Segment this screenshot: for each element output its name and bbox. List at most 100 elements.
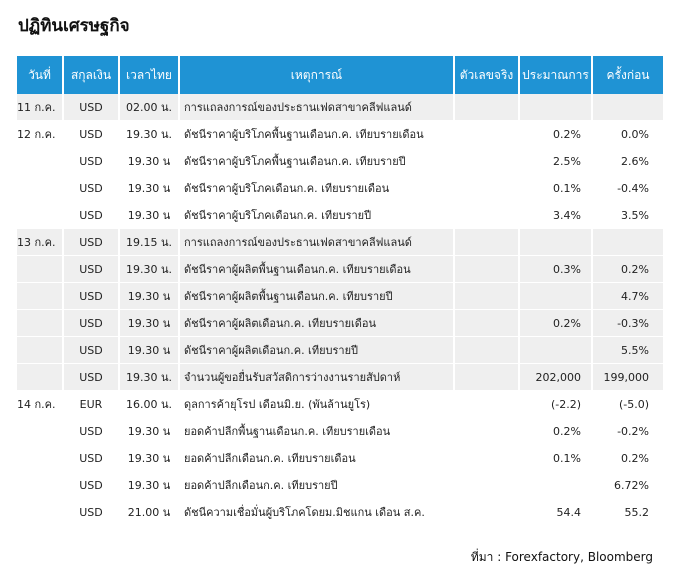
cell-forecast: 0.1% bbox=[520, 445, 593, 472]
column-header-previous: ครั้งก่อน bbox=[593, 56, 663, 94]
cell-forecast: 0.1% bbox=[520, 175, 593, 202]
cell-event: ดัชนีราคาผู้บริโภคพื้นฐานเดือนก.ค. เทียบ… bbox=[180, 121, 455, 148]
cell-event: การแถลงการณ์ของประธานเฟดสาขาคลีฟแลนด์ bbox=[180, 94, 455, 121]
cell-previous: 3.5% bbox=[593, 202, 663, 229]
cell-forecast: 0.3% bbox=[520, 256, 593, 283]
cell-previous: 0.2% bbox=[593, 256, 663, 283]
cell-event: ดัชนีราคาผู้ผลิตเดือนก.ค. เทียบรายปี bbox=[180, 337, 455, 364]
cell-time: 19.15 น. bbox=[120, 229, 180, 256]
table-row: USD 19.30 นดัชนีราคาผู้บริโภคพื้นฐานเดือน… bbox=[17, 148, 663, 175]
cell-currency: USD bbox=[64, 121, 120, 148]
cell-currency: USD bbox=[64, 256, 120, 283]
cell-time: 19.30 น bbox=[120, 175, 180, 202]
column-header-event: เหตุการณ์ bbox=[180, 56, 455, 94]
cell-event: ยอดค้าปลีกเดือนก.ค. เทียบรายเดือน bbox=[180, 445, 455, 472]
cell-date bbox=[17, 364, 64, 391]
cell-currency: USD bbox=[64, 499, 120, 526]
cell-currency: USD bbox=[64, 175, 120, 202]
table-row: 11 ก.ค. USD 02.00 น. การแถลงการณ์ของประธานเ… bbox=[17, 94, 663, 121]
cell-currency: USD bbox=[64, 364, 120, 391]
cell-currency: USD bbox=[64, 337, 120, 364]
table-row: USD 21.00 นดัชนีความเชื่อมั่นผู้บริโภคโดย… bbox=[17, 499, 663, 526]
cell-date bbox=[17, 310, 64, 337]
cell-actual bbox=[455, 499, 520, 526]
cell-event: ดุลการค้ายุโรป เดือนมิ.ย. (พันล้านยูโร) bbox=[180, 391, 455, 418]
cell-time: 19.30 น. bbox=[120, 364, 180, 391]
table-row: USD 19.30 นดัชนีราคาผู้บริโภคเดือนก.ค. เท… bbox=[17, 202, 663, 229]
cell-event: ดัชนีราคาผู้ผลิตพื้นฐานเดือนก.ค. เทียบรา… bbox=[180, 256, 455, 283]
column-header-currency: สกุลเงิน bbox=[64, 56, 120, 94]
cell-forecast bbox=[520, 94, 593, 121]
page-title: ปฏิทินเศรษฐกิจ bbox=[18, 16, 130, 36]
cell-actual bbox=[455, 337, 520, 364]
cell-previous: -0.4% bbox=[593, 175, 663, 202]
cell-previous: -0.2% bbox=[593, 418, 663, 445]
cell-time: 19.30 น bbox=[120, 202, 180, 229]
cell-date: 13 ก.ค. bbox=[17, 229, 64, 256]
column-header-forecast: ประมาณการ bbox=[520, 56, 593, 94]
cell-actual bbox=[455, 391, 520, 418]
cell-actual bbox=[455, 94, 520, 121]
cell-time: 19.30 น. bbox=[120, 121, 180, 148]
cell-event: ยอดค้าปลีกเดือนก.ค. เทียบรายปี bbox=[180, 472, 455, 499]
cell-time: 02.00 น. bbox=[120, 94, 180, 121]
table-row: USD 19.30 นดัชนีราคาผู้ผลิตเดือนก.ค. เทีย… bbox=[17, 337, 663, 364]
table-row: USD 19.30 นยอดค้าปลีกพื้นฐานเดือนก.ค. เที… bbox=[17, 418, 663, 445]
cell-currency: USD bbox=[64, 148, 120, 175]
table-row: USD 19.30 น. จำนวนผู้ขอยื่นรับสวัสดิการว่า… bbox=[17, 364, 663, 391]
table-row: 14 ก.ค. EUR 16.00 น. ดุลการค้ายุโรป เดือนมิ… bbox=[17, 391, 663, 418]
cell-actual bbox=[455, 148, 520, 175]
cell-actual bbox=[455, 418, 520, 445]
cell-previous: 0.0% bbox=[593, 121, 663, 148]
cell-currency: USD bbox=[64, 418, 120, 445]
cell-date: 11 ก.ค. bbox=[17, 94, 64, 121]
cell-date: 14 ก.ค. bbox=[17, 391, 64, 418]
cell-forecast: 202,000 bbox=[520, 364, 593, 391]
table-row: USD 19.30 นยอดค้าปลีกเดือนก.ค. เทียบรายเด… bbox=[17, 445, 663, 472]
cell-date bbox=[17, 175, 64, 202]
cell-actual bbox=[455, 256, 520, 283]
cell-previous: 5.5% bbox=[593, 337, 663, 364]
table-header-row: วันที่ สกุลเงิน เวลาไทย เหตุการณ์ ตัวเลข… bbox=[17, 56, 663, 94]
cell-actual bbox=[455, 283, 520, 310]
cell-date bbox=[17, 202, 64, 229]
table-row: USD 19.30 นดัชนีราคาผู้ผลิตพื้นฐานเดือนก.… bbox=[17, 283, 663, 310]
cell-event: ดัชนีราคาผู้บริโภคพื้นฐานเดือนก.ค. เทียบ… bbox=[180, 148, 455, 175]
cell-actual bbox=[455, 229, 520, 256]
cell-date bbox=[17, 148, 64, 175]
cell-currency: USD bbox=[64, 283, 120, 310]
cell-previous bbox=[593, 229, 663, 256]
cell-actual bbox=[455, 472, 520, 499]
cell-forecast: 0.2% bbox=[520, 310, 593, 337]
cell-time: 19.30 น bbox=[120, 148, 180, 175]
cell-previous: (-5.0) bbox=[593, 391, 663, 418]
cell-time: 19.30 น. bbox=[120, 256, 180, 283]
cell-previous: 199,000 bbox=[593, 364, 663, 391]
cell-event: ดัชนีความเชื่อมั่นผู้บริโภคโดยม.มิชแกน เ… bbox=[180, 499, 455, 526]
table-row: USD 19.30 น. ดัชนีราคาผู้ผลิตพื้นฐานเดือนก… bbox=[17, 256, 663, 283]
cell-currency: USD bbox=[64, 445, 120, 472]
cell-forecast: 54.4 bbox=[520, 499, 593, 526]
cell-previous: 6.72% bbox=[593, 472, 663, 499]
table-row: 12 ก.ค. USD 19.30 น. ดัชนีราคาผู้บริโภคพื้น… bbox=[17, 121, 663, 148]
cell-currency: USD bbox=[64, 202, 120, 229]
table-row: USD 19.30 นดัชนีราคาผู้บริโภคเดือนก.ค. เท… bbox=[17, 175, 663, 202]
cell-actual bbox=[455, 121, 520, 148]
cell-date bbox=[17, 337, 64, 364]
cell-previous: -0.3% bbox=[593, 310, 663, 337]
cell-actual bbox=[455, 445, 520, 472]
cell-actual bbox=[455, 202, 520, 229]
cell-previous: 2.6% bbox=[593, 148, 663, 175]
cell-forecast bbox=[520, 283, 593, 310]
cell-date bbox=[17, 418, 64, 445]
column-header-date: วันที่ bbox=[17, 56, 64, 94]
column-header-time: เวลาไทย bbox=[120, 56, 180, 94]
cell-time: 19.30 น bbox=[120, 283, 180, 310]
cell-forecast: (-2.2) bbox=[520, 391, 593, 418]
economic-calendar-table: วันที่ สกุลเงิน เวลาไทย เหตุการณ์ ตัวเลข… bbox=[17, 56, 663, 526]
column-header-actual: ตัวเลขจริง bbox=[455, 56, 520, 94]
table-row: USD 19.30 นยอดค้าปลีกเดือนก.ค. เทียบรายปี… bbox=[17, 472, 663, 499]
cell-event: จำนวนผู้ขอยื่นรับสวัสดิการว่างงานรายสัปด… bbox=[180, 364, 455, 391]
cell-previous: 4.7% bbox=[593, 283, 663, 310]
cell-currency: USD bbox=[64, 229, 120, 256]
